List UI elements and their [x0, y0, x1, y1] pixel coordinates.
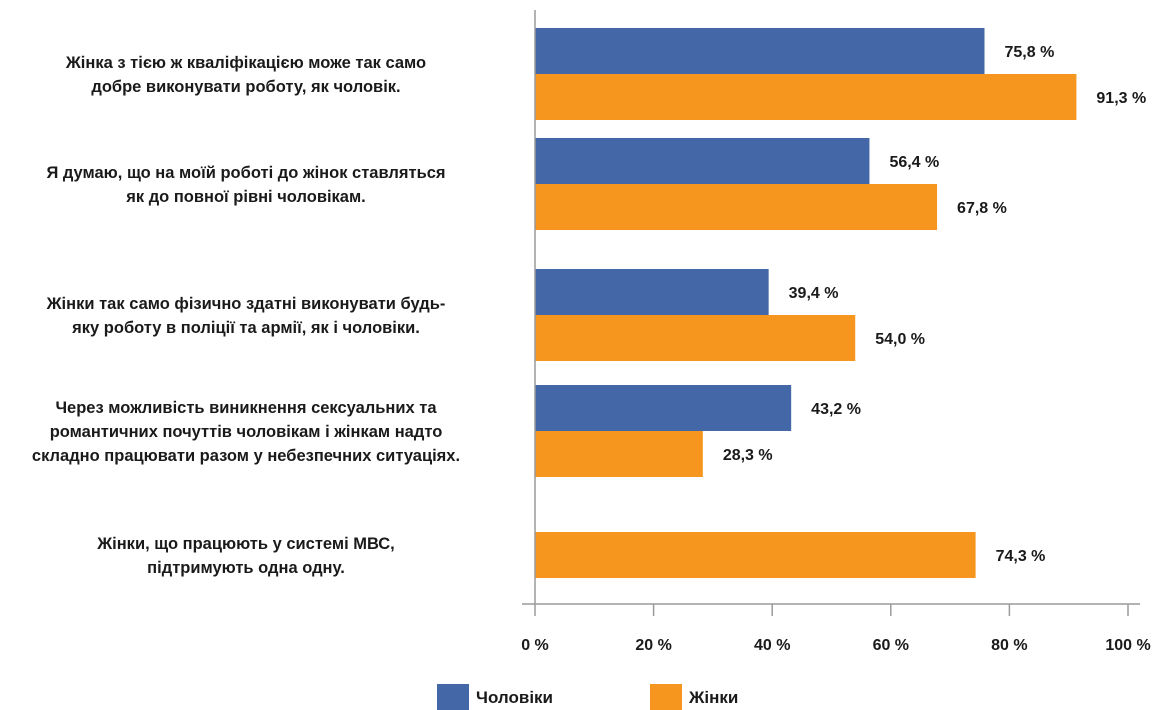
category-label: добре виконувати роботу, як чоловік. — [91, 78, 400, 96]
x-tick-label: 40 % — [754, 637, 790, 654]
category-label: складно працювати разом у небезпечних си… — [32, 447, 460, 465]
data-label: 67,8 % — [957, 200, 1007, 217]
x-tick-label: 80 % — [991, 637, 1027, 654]
category-label: Через можливість виникнення сексуальних … — [55, 399, 437, 417]
bar-women — [535, 315, 856, 361]
data-label: 56,4 % — [889, 154, 939, 171]
category-label: Жінки так само фізично здатні виконувати… — [46, 295, 446, 313]
data-label: 91,3 % — [1096, 90, 1146, 107]
bar-women — [535, 532, 976, 578]
category-label: підтримують одна одну. — [147, 559, 345, 577]
bar-women — [535, 431, 703, 477]
category-label: романтичних почуттів чоловікам і жінкам … — [50, 423, 443, 441]
legend-label-women: Жінки — [688, 688, 738, 707]
x-tick-label: 20 % — [635, 637, 671, 654]
data-label: 75,8 % — [1004, 44, 1054, 61]
bar-men — [535, 269, 769, 315]
data-label: 28,3 % — [723, 447, 773, 464]
category-label: яку роботу в поліції та армії, як і чоло… — [71, 319, 420, 337]
legend-swatch-women — [650, 684, 682, 710]
x-tick-label: 100 % — [1105, 637, 1150, 654]
category-label: як до повної рівні чоловікам. — [125, 188, 366, 206]
bar-women — [535, 74, 1077, 120]
data-label: 43,2 % — [811, 401, 861, 418]
legend-label-men: Чоловіки — [476, 688, 553, 707]
category-label: Я думаю, що на моїй роботі до жінок став… — [46, 164, 445, 182]
bar-men — [535, 138, 870, 184]
category-label: Жінки, що працюють у системі МВС, — [96, 535, 395, 553]
x-tick-label: 60 % — [873, 637, 909, 654]
legend-swatch-men — [437, 684, 469, 710]
data-label: 74,3 % — [996, 548, 1046, 565]
category-label: Жінка з тією ж кваліфікацією може так са… — [65, 54, 426, 72]
bar-women — [535, 184, 938, 230]
bar-men — [535, 28, 985, 74]
bar-men — [535, 385, 792, 431]
x-tick-label: 0 % — [521, 637, 549, 654]
data-label: 39,4 % — [789, 285, 839, 302]
data-label: 54,0 % — [875, 331, 925, 348]
